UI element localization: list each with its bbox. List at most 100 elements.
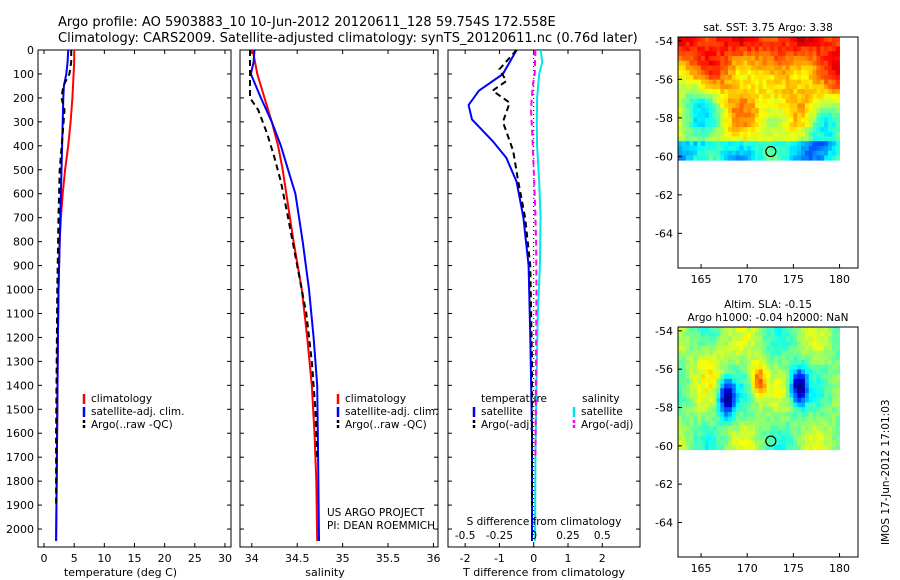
heatmap-cell (804, 155, 810, 161)
heatmap-cell (697, 89, 702, 95)
heatmap-cell (812, 350, 817, 356)
heatmap-cell (793, 397, 798, 403)
heatmap-cell (778, 136, 783, 142)
heatmap-cell (812, 89, 817, 95)
heatmap-cell (685, 388, 690, 394)
heatmap-cell (789, 331, 794, 337)
heatmap-cell (781, 341, 787, 347)
heatmap-cell (793, 127, 798, 133)
heatmap-cell (778, 383, 783, 389)
heatmap-cell (820, 122, 825, 128)
heatmap-cell (716, 435, 721, 441)
heatmap-cell (685, 341, 690, 347)
heatmap-cell (720, 89, 725, 95)
heatmap-cell (678, 378, 683, 385)
sla_map-xtick-label: 165 (691, 562, 712, 575)
heatmap-cell (797, 426, 802, 432)
heatmap-cell (804, 46, 810, 52)
heatmap-cell (739, 402, 744, 408)
heatmap-cell (770, 397, 775, 403)
heatmap-cell (778, 79, 783, 85)
heatmap-cell (724, 84, 729, 90)
heatmap-cell (720, 98, 725, 104)
heatmap-cell (754, 350, 760, 356)
heatmap-cell (770, 407, 775, 413)
heatmap-cell (751, 84, 756, 90)
heatmap-cell (751, 117, 756, 123)
heatmap-cell (762, 444, 767, 451)
heatmap-cell (720, 131, 725, 137)
heatmap-cell (747, 150, 752, 156)
heatmap-cell (758, 383, 764, 389)
heatmap-cell (689, 127, 694, 133)
heatmap-cell (731, 37, 737, 43)
heatmap-cell (797, 51, 802, 57)
heatmap-cell (812, 60, 817, 66)
heatmap-cell (824, 444, 829, 451)
heatmap-cell (754, 374, 760, 380)
heatmap-cell (785, 444, 790, 451)
heatmap-cell (804, 84, 810, 90)
heatmap-cell (789, 46, 794, 52)
heatmap-cell (835, 112, 840, 118)
heatmap-cell (801, 388, 806, 394)
heatmap-cell (804, 131, 810, 137)
heatmap-cell (824, 360, 829, 366)
heatmap-cell (793, 79, 798, 85)
heatmap-cell (774, 141, 779, 147)
heatmap-cell (804, 65, 810, 71)
heatmap-cell (789, 336, 794, 342)
heatmap-cell (751, 108, 756, 114)
heatmap-cell (778, 117, 783, 123)
heatmap-cell (751, 155, 756, 161)
heatmap-cell (747, 421, 752, 427)
heatmap-cell (835, 145, 840, 152)
argo-position-marker (765, 145, 777, 158)
heatmap-cell (774, 108, 779, 114)
sst_map-heatmap (678, 37, 840, 161)
heatmap-cell (704, 117, 710, 123)
heatmap-cell (735, 65, 740, 71)
heatmap-cell (797, 416, 802, 422)
heatmap-cell (793, 360, 798, 366)
heatmap-cell (701, 350, 706, 356)
heatmap-cell (824, 345, 829, 351)
heatmap-cell (693, 60, 698, 66)
heatmap-cell (801, 65, 806, 71)
heatmap-cell (747, 131, 752, 137)
heatmap-cell (778, 122, 783, 128)
heatmap-cell (766, 141, 771, 147)
heatmap-cell (693, 327, 698, 333)
heatmap-cell (701, 407, 706, 413)
heatmap-cell (704, 327, 710, 333)
heatmap-cell (739, 60, 744, 66)
heatmap-cell (735, 360, 740, 366)
heatmap-cell (812, 136, 817, 142)
heatmap-cell (804, 435, 810, 441)
heatmap-cell (804, 70, 810, 76)
heatmap-cell (831, 444, 837, 451)
heatmap-cell (793, 407, 798, 413)
heatmap-cell (743, 155, 748, 161)
sst_map-ytick-label: -64 (655, 227, 673, 240)
heatmap-cell (754, 103, 760, 109)
heatmap-cell (728, 336, 733, 342)
heatmap-cell (804, 79, 810, 85)
heatmap-cell (751, 136, 756, 142)
heatmap-cell (678, 65, 683, 71)
heatmap-cell (781, 155, 787, 161)
heatmap-cell (728, 444, 733, 451)
heatmap-cell (693, 336, 698, 342)
heatmap-cell (739, 79, 744, 85)
heatmap-cell (797, 84, 802, 90)
heatmap-cell (751, 331, 756, 337)
heatmap-cell (708, 141, 714, 147)
heatmap-cell (731, 345, 737, 351)
heatmap-cell (754, 117, 760, 123)
heatmap-cell (789, 444, 794, 451)
heatmap-cell (820, 41, 825, 47)
heatmap-cell (724, 364, 729, 370)
heatmap-cell (728, 136, 733, 142)
heatmap-cell (689, 136, 694, 142)
heatmap-cell (693, 331, 698, 337)
